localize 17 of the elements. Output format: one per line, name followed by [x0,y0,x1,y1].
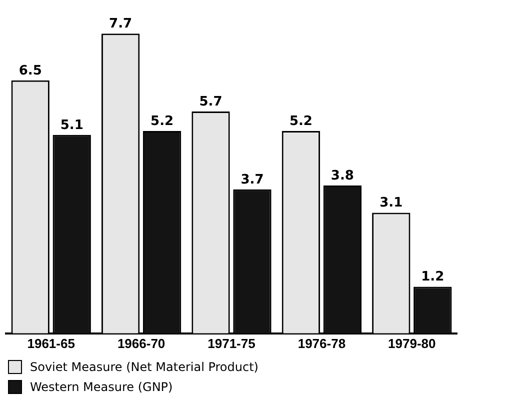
data-label: 5.2 [289,114,312,129]
x-tick-label: 1961-65 [27,336,75,351]
data-label: 3.8 [330,168,354,184]
legend-label: Soviet Measure (Net Material Product) [30,360,258,374]
data-label: 7.7 [109,16,132,32]
x-tick-label: 1979-80 [388,336,436,351]
x-tick-label: 1966-70 [117,336,166,351]
x-tick-label: 1976-78 [298,336,346,351]
x-tick-label: 1971-75 [208,336,256,351]
data-label: 1.2 [421,270,444,285]
data-label: 5.2 [150,114,174,129]
legend-label: Western Measure (GNP) [30,380,173,394]
data-label: 5.7 [199,94,222,110]
data-label: 3.1 [380,196,403,211]
data-label: 6.5 [18,63,42,78]
data-label: 3.7 [240,172,264,188]
data-label: 5.1 [60,118,84,133]
